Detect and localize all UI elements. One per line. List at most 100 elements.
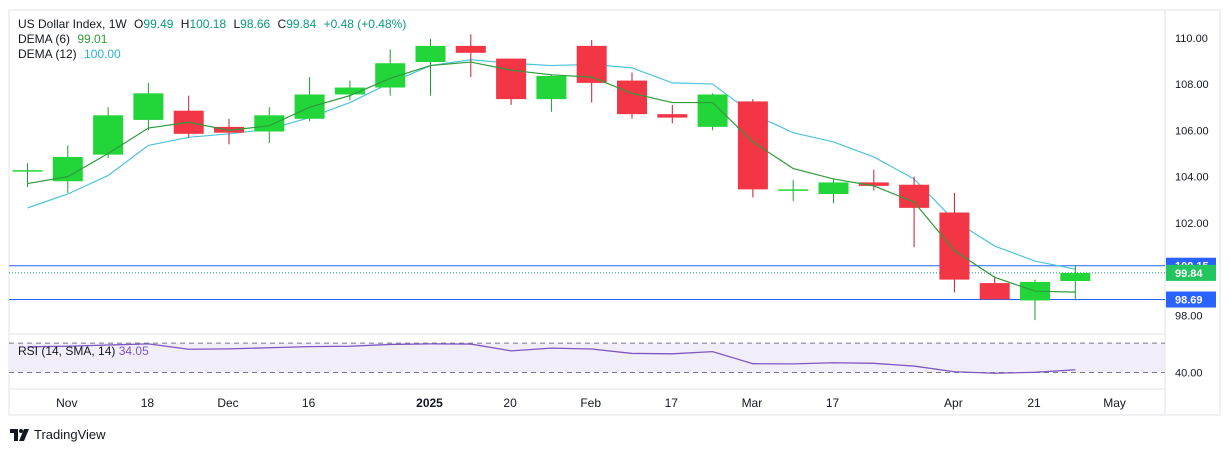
legend-dema6-label: DEMA (6)	[18, 32, 71, 46]
candle-body	[52, 156, 83, 182]
price-tag-label: 99.84	[1175, 268, 1203, 280]
candle-body	[657, 114, 688, 118]
candle	[1020, 279, 1050, 321]
time-tick-label: 18	[141, 396, 155, 410]
candle-body	[979, 283, 1010, 300]
candle	[617, 72, 647, 119]
candle	[818, 178, 849, 204]
candle-body	[254, 115, 285, 132]
candle-body	[93, 115, 124, 155]
dema6-line	[27, 61, 1076, 293]
candle-body	[858, 182, 889, 186]
candle	[496, 58, 527, 105]
legend-dema6-value: 99.01	[77, 32, 108, 46]
candle-body	[737, 101, 768, 190]
candle	[737, 99, 768, 198]
legend-dema12-value: 100.00	[84, 47, 121, 61]
candle-body	[455, 45, 486, 53]
time-tick-label: Mar	[742, 396, 763, 410]
time-tick-label: Apr	[944, 396, 963, 410]
legend-change: +0.48 (+0.48%)	[323, 17, 407, 31]
candle	[697, 93, 728, 131]
candle	[173, 95, 204, 138]
candle	[294, 77, 325, 122]
dema12-series	[27, 59, 1076, 270]
candles	[12, 34, 1091, 321]
legend-dema12[interactable]: DEMA (12) 100.00	[18, 47, 125, 61]
legend-low-value: 98.66	[240, 17, 271, 31]
tradingview-logo-icon	[10, 428, 29, 441]
legend-open-label: O	[134, 17, 144, 31]
rsi-line	[27, 343, 1076, 374]
candle-body	[334, 87, 365, 95]
candle	[334, 80, 365, 101]
time-tick-label: Feb	[580, 396, 601, 410]
price-tick-label: 102.00	[1175, 218, 1209, 230]
price-axis[interactable]: 110.00108.00106.00104.00102.0098.00100.1…	[1166, 33, 1216, 380]
candle	[1060, 265, 1091, 301]
price-tick-label: 106.00	[1175, 125, 1209, 137]
time-tick-label: 2025	[416, 396, 443, 410]
candle	[576, 40, 607, 103]
candle-body	[818, 182, 849, 194]
candle-body	[617, 80, 647, 115]
legend-high-label: H	[180, 17, 190, 31]
rsi-pane	[9, 342, 1165, 374]
candle-body	[536, 75, 567, 100]
time-tick-label: Dec	[217, 396, 238, 410]
time-tick-label: 21	[1027, 396, 1041, 410]
price-tick-label: 104.00	[1175, 172, 1209, 184]
legend-close-value: 99.84	[286, 17, 317, 31]
dema6-series	[27, 61, 1076, 293]
candle-body	[415, 45, 446, 63]
legend-dema6[interactable]: DEMA (6) 99.01	[18, 32, 111, 46]
candle-body	[697, 94, 728, 127]
candle	[93, 107, 124, 159]
time-tick-label: 16	[302, 396, 316, 410]
legend-rsi-value: 34.05	[118, 344, 149, 358]
time-tick-label: Nov	[56, 396, 77, 410]
price-tag-box	[1166, 291, 1216, 308]
legend-close-label: C	[277, 17, 287, 31]
candle-body	[939, 212, 970, 280]
candle-body	[1060, 272, 1091, 282]
price-tick-label: 98.00	[1175, 310, 1203, 322]
candle	[133, 82, 164, 131]
candle	[536, 74, 567, 112]
price-tick-label: 108.00	[1175, 79, 1209, 91]
candle	[415, 38, 446, 96]
brand-name: TradingView	[34, 427, 106, 442]
time-tick-label: May	[1103, 396, 1126, 410]
tradingview-brand[interactable]: TradingView	[10, 427, 106, 442]
legend-high-value: 100.18	[189, 17, 227, 31]
price-tag-label: 98.69	[1175, 295, 1203, 307]
legend-low-label: L	[233, 17, 241, 31]
candle	[979, 276, 1010, 300]
rsi-tick-label: 40.00	[1175, 368, 1203, 380]
candle-body	[133, 93, 164, 120]
candle	[939, 192, 970, 293]
candle-body	[778, 189, 809, 191]
candle	[52, 145, 83, 193]
time-axis[interactable]: Nov 18 Dec 16 2025 20 Feb 17 Mar 17 Apr 21 May	[56, 396, 1126, 410]
legend-rsi-label: RSI (14, SMA, 14)	[18, 344, 116, 358]
candle-body	[899, 184, 930, 208]
rsi-band	[9, 343, 1165, 373]
legend-dema12-label: DEMA (12)	[18, 47, 77, 61]
time-tick-label: 17	[826, 396, 840, 410]
dema12-line	[27, 59, 1076, 270]
candle	[657, 104, 688, 124]
candle-body	[12, 170, 43, 172]
legend-rsi[interactable]: RSI (14, SMA, 14) 34.05	[18, 344, 149, 358]
price-tick-label: 110.00	[1175, 33, 1208, 45]
candle-body	[496, 58, 527, 100]
chart-border	[8, 9, 1221, 416]
legend-open-value: 99.49	[143, 17, 174, 31]
legend-symbol[interactable]: US Dollar Index, 1W	[18, 17, 127, 31]
candle	[858, 169, 889, 191]
level-lines	[9, 265, 1165, 301]
candle	[214, 118, 244, 145]
candle	[899, 176, 930, 248]
